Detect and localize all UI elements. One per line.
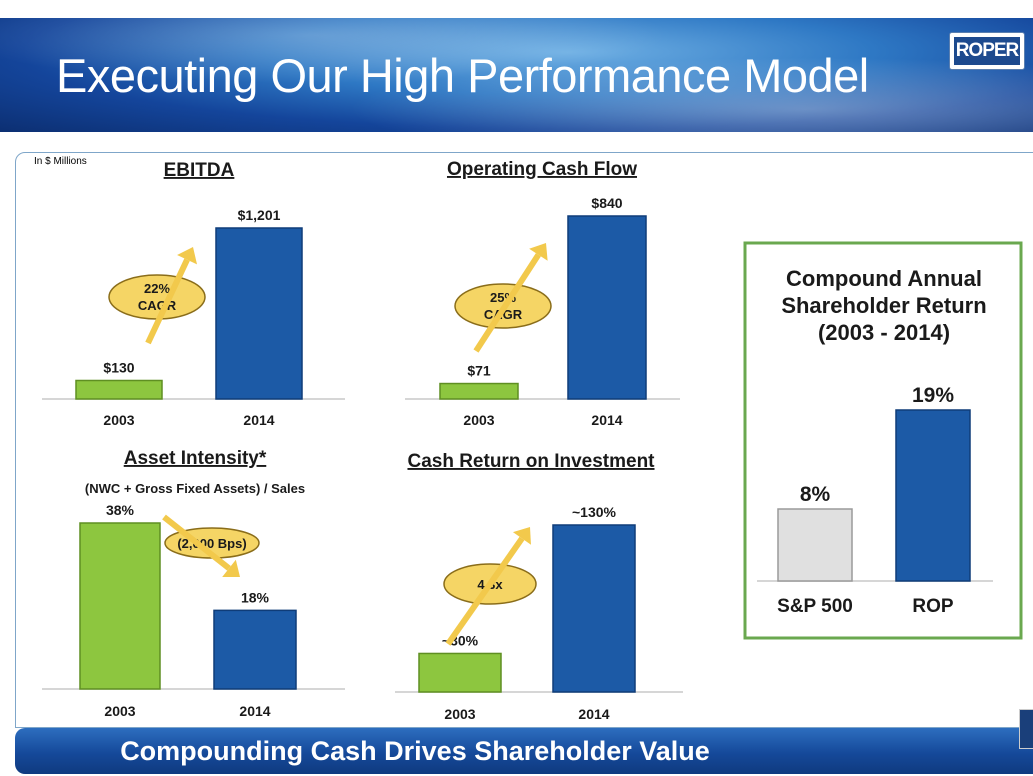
trend-arrow-ebitda: [145, 247, 198, 345]
tsr-box: [743, 241, 1023, 640]
trend-arrow-asset: [162, 514, 240, 577]
trend-arrow-ebitda-shaft: [145, 258, 190, 345]
trend-arrow-ocf-head: [529, 243, 548, 261]
trend-arrow-asset-shaft: [162, 514, 231, 571]
category-label: 2014: [243, 412, 274, 428]
bar-2003: [439, 382, 519, 400]
category-label: 2003: [444, 706, 475, 722]
data-label: $1,201: [238, 207, 281, 223]
chart-ocf: Operating Cash Flow$712003$840201425%CAG…: [405, 159, 680, 428]
bar-2014: [552, 524, 636, 693]
trend-arrow-croi-shaft: [445, 536, 525, 646]
trend-arrow-croi: [445, 527, 531, 646]
category-label: 2003: [463, 412, 494, 428]
chart-title: EBITDA: [164, 160, 235, 181]
chart-title-line: Compound Annual: [786, 266, 982, 291]
bar-2014: [215, 227, 303, 400]
category-label: ROP: [912, 596, 954, 617]
chart-title-line: (2003 - 2014): [818, 320, 950, 345]
footer-text: Compounding Cash Drives Shareholder Valu…: [120, 736, 710, 766]
callout-text-line2: CAGR: [484, 307, 523, 322]
trend-arrow-ocf-shaft: [473, 253, 541, 353]
chart-title-line: Shareholder Return: [781, 293, 986, 318]
trend-arrow-croi-head: [512, 527, 531, 545]
bar-2014: [213, 609, 297, 690]
callout-text-line1: 22%: [144, 281, 170, 296]
content-panel: [15, 152, 1033, 728]
category-label: S&P 500: [777, 596, 853, 617]
bar-2003: [75, 379, 163, 400]
trend-arrow-ocf: [473, 243, 548, 353]
units-note: In $ Millions: [34, 156, 87, 167]
trend-arrow-ebitda-head: [177, 247, 198, 265]
roper-logo: ROPER: [949, 32, 1025, 70]
data-label: $71: [467, 363, 491, 379]
chart-croi: Cash Return on Investment~30%2003~130%20…: [395, 451, 683, 722]
bar-2003: [418, 652, 502, 693]
chart-title: Operating Cash Flow: [447, 159, 637, 180]
footer-banner: Compounding Cash Drives Shareholder Valu…: [15, 728, 1033, 774]
roper-logo-text: ROPER: [954, 37, 1020, 65]
data-label: $130: [103, 359, 134, 375]
header-banner: [0, 18, 1033, 132]
data-label: 38%: [106, 502, 135, 518]
data-label: 19%: [912, 384, 954, 407]
data-label: 8%: [800, 483, 831, 506]
data-label: ~130%: [572, 504, 617, 520]
bar-s-p-500: [777, 508, 853, 582]
category-label: 2003: [104, 703, 135, 719]
data-label: 18%: [241, 589, 270, 605]
trend-arrow-asset-head: [222, 559, 240, 577]
category-label: 2014: [239, 703, 270, 719]
category-label: 2003: [103, 412, 134, 428]
slide-title: Executing Our High Performance Model: [56, 49, 869, 102]
chart-asset: Asset Intensity* (NWC + Gross Fixed Asset…: [42, 448, 345, 719]
category-label: 2014: [591, 412, 622, 428]
category-label: 2014: [578, 706, 609, 722]
bar-2003: [79, 522, 161, 690]
chart-title: Cash Return on Investment: [407, 451, 655, 472]
corner-box: [1019, 709, 1033, 749]
data-label: $840: [591, 195, 622, 211]
bar-rop: [895, 409, 971, 582]
chart-title: Asset Intensity*: [124, 448, 267, 469]
chart-subtitle: (NWC + Gross Fixed Assets) / Sales: [85, 481, 305, 496]
bar-2014: [567, 215, 647, 400]
